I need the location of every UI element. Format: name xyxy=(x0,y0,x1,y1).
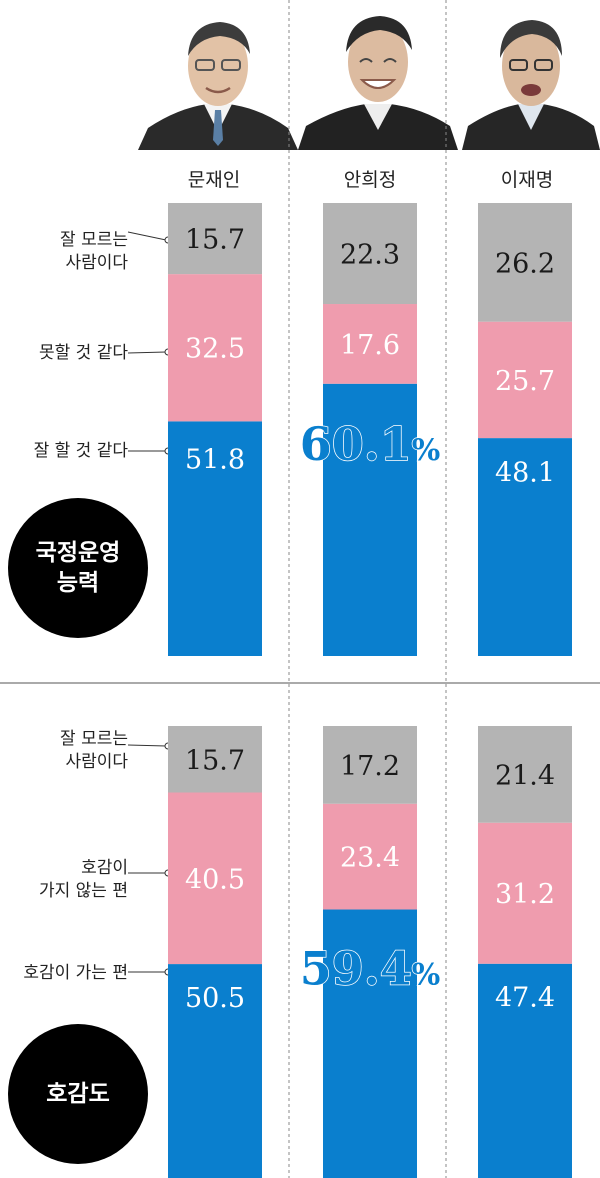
panel-badge-governance-line2: 능력 xyxy=(56,570,100,596)
bar-p2-ahn-blue xyxy=(323,909,417,1178)
value-label-p1-lee-blue: 48.1 xyxy=(495,458,555,489)
bar-p2-ahn-pink xyxy=(323,803,417,910)
panel-badge-governance: 국정운영 능력 xyxy=(8,498,148,638)
label-p1-unknown: 잘 모르는 사람이다 xyxy=(60,229,128,275)
value-label-p2-ahn-pink: 23.4 xyxy=(340,843,400,874)
bar-p1-lee-pink xyxy=(478,321,572,439)
label-p1-unknown-line2: 사람이다 xyxy=(65,253,128,273)
value-label-p2-moon-gray: 15.7 xyxy=(185,745,245,776)
candidate-photo-lee xyxy=(462,0,600,150)
bar-p2-ahn-gray xyxy=(323,726,417,804)
bar-p2-moon-blue xyxy=(168,964,262,1178)
label-p2-unknown-line1: 잘 모르는 xyxy=(60,729,128,749)
bar-p2-moon-gray xyxy=(168,726,262,793)
candidate-name-ahn: 안희정 xyxy=(343,169,397,191)
bar-p1-moon-gray xyxy=(168,203,262,275)
candidate-name-lee: 이재명 xyxy=(500,169,554,191)
value-label-p2-moon-blue: 50.5 xyxy=(185,983,245,1014)
candidate-photo-moon xyxy=(138,0,298,150)
label-p1-unknown-line1: 잘 모르는 xyxy=(60,230,128,250)
leader-line-1 xyxy=(127,231,167,241)
value-label-p1-lee-gray: 26.2 xyxy=(495,248,555,279)
value-label-p1-moon-blue: 51.8 xyxy=(185,444,245,475)
candidate-photo-ahn xyxy=(298,0,458,150)
panel-badge-governance-line1: 국정운영 xyxy=(35,540,121,566)
value-label-p2-lee-blue: 47.4 xyxy=(495,983,555,1014)
value-label-p2-ahn-blue: 59.4% xyxy=(300,942,441,996)
bar-p1-moon-blue xyxy=(168,421,262,656)
bar-p1-ahn-gray xyxy=(323,203,417,305)
value-label-p1-ahn-blue: 60.1% xyxy=(300,417,441,471)
value-label-p1-ahn-pink: 17.6 xyxy=(340,330,400,361)
bar-p1-lee-blue xyxy=(478,438,572,656)
candidate-name-moon: 문재인 xyxy=(187,169,241,191)
value-label-p1-ahn-gray: 22.3 xyxy=(340,240,400,271)
panel-badge-favorability-label: 호감도 xyxy=(46,1081,110,1107)
bar-p2-lee-blue xyxy=(478,963,572,1178)
label-p2-unknown-line2: 사람이다 xyxy=(65,752,128,772)
label-p2-bad-line1: 호감이 xyxy=(81,858,128,878)
label-p1-bad: 못할 것 같다 xyxy=(38,343,128,363)
value-label-p1-moon-gray: 15.7 xyxy=(185,225,245,256)
label-p2-good: 호감이 가는 편 xyxy=(23,963,128,983)
value-label-p2-lee-pink: 31.2 xyxy=(495,879,555,910)
panel-badge-favorability: 호감도 xyxy=(8,1024,148,1164)
value-label-p2-lee-gray: 21.4 xyxy=(495,760,555,791)
bar-p1-ahn-pink xyxy=(323,304,417,384)
value-label-p2-moon-pink: 40.5 xyxy=(185,864,245,895)
value-label-p1-lee-pink: 25.7 xyxy=(495,366,555,397)
bar-p1-moon-pink xyxy=(168,274,262,422)
bar-p1-ahn-blue xyxy=(323,383,417,656)
leader-line-4 xyxy=(127,744,167,747)
value-label-p2-ahn-gray: 17.2 xyxy=(340,751,400,782)
leader-line-2 xyxy=(127,351,167,354)
label-p2-unknown: 잘 모르는 사람이다 xyxy=(60,728,128,774)
bar-p2-moon-pink xyxy=(168,792,262,965)
bar-p1-lee-gray xyxy=(478,203,572,322)
label-p2-bad: 호감이 가지 않는 편 xyxy=(39,857,128,903)
label-p2-bad-line2: 가지 않는 편 xyxy=(38,881,128,901)
label-p1-good: 잘 할 것 같다 xyxy=(33,441,128,461)
bar-p2-lee-pink xyxy=(478,822,572,964)
bar-p2-lee-gray xyxy=(478,726,572,823)
value-label-p1-moon-pink: 32.5 xyxy=(185,334,245,365)
